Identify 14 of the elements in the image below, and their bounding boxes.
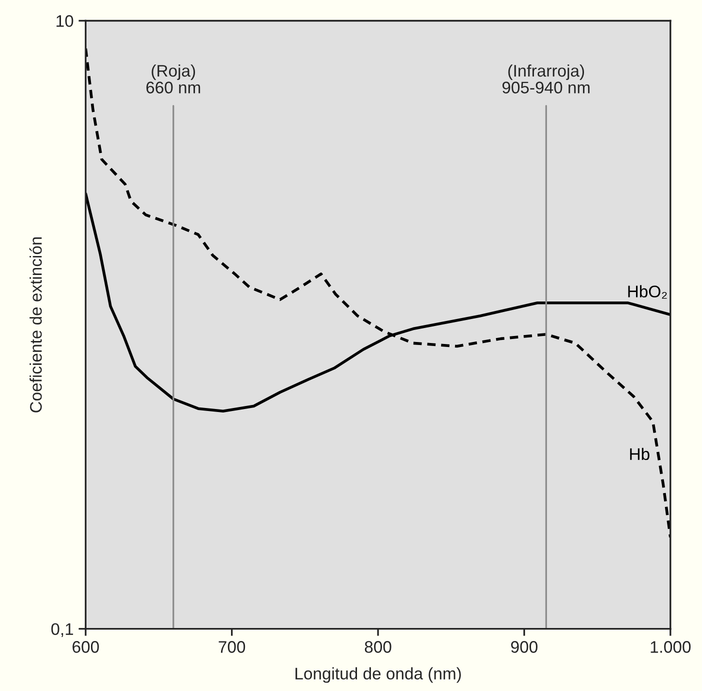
- x-tick-label: 900: [511, 641, 538, 653]
- ref-line-label: (Roja) 660 nm: [146, 64, 200, 94]
- series-label: Hb: [630, 448, 650, 460]
- y-tick-label: 10: [56, 15, 74, 27]
- ref-line-label: (Infrarroja) 905-940 nm: [502, 64, 590, 94]
- y-tick-label: 0,1: [51, 623, 74, 637]
- y-axis-title: Coeficiente de extinción: [29, 237, 42, 412]
- x-tick-label: 1.000: [650, 641, 691, 653]
- series-label: HbO₂: [628, 285, 667, 299]
- x-tick-label: 700: [218, 641, 246, 653]
- x-axis-title: Longitud de onda (nm): [296, 667, 461, 683]
- line-series: [86, 47, 670, 539]
- x-tick-label: 600: [72, 641, 99, 653]
- x-tick-label: 800: [364, 641, 392, 653]
